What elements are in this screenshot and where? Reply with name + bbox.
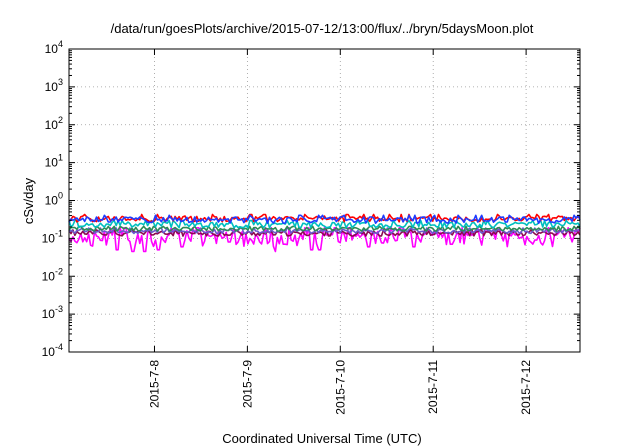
x-tick-label: 2015-7-11 [426,360,440,414]
x-tick-label: 2015-7-12 [519,360,533,415]
y-tick-label: 104 [45,39,63,56]
x-tick-labels: 2015-7-8 2015-7-9 2015-7-10 2015-7-11 2015-7… [147,360,533,415]
x-tick-label: 2015-7-10 [333,360,347,415]
series-line [68,219,581,229]
y-tick-label: 10-1 [42,228,63,245]
x-tick-label: 2015-7-9 [240,360,254,408]
y-tick-label: 10-4 [42,342,63,359]
x-axis-label: Coordinated Universal Time (UTC) [222,431,421,446]
y-tick-label: 102 [45,115,63,132]
y-tick-labels: 104 103 102 101 100 10-1 10-2 10-3 10-4 [42,39,63,359]
series-line [68,225,581,232]
y-tick-label: 103 [45,77,63,94]
y-tick-label: 10-3 [42,304,63,321]
series-line [68,214,581,225]
y-tick-label: 100 [45,191,63,208]
series-line [68,229,581,237]
series-line [68,227,581,253]
y-axis-label: cSv/day [21,177,36,224]
grid-lines [69,49,580,352]
x-tick-label: 2015-7-8 [147,360,161,408]
axis-ticks [69,48,580,353]
y-tick-label: 10-2 [42,266,63,283]
chart-title: /data/run/goesPlots/archive/2015-07-12/1… [111,21,534,36]
y-tick-label: 101 [45,153,63,170]
data-series [68,213,581,253]
